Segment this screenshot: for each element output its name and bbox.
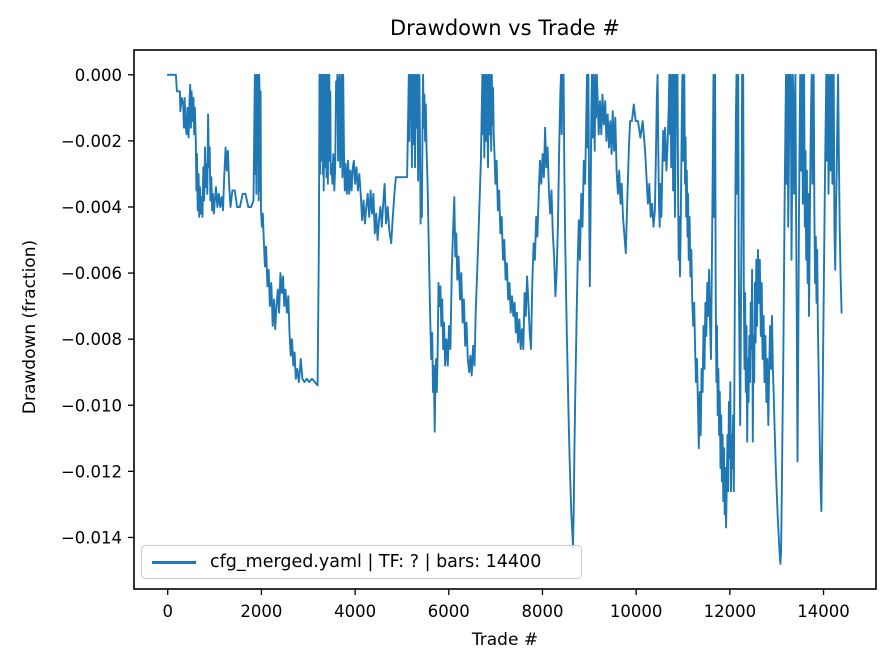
y-tick-label: −0.012 bbox=[61, 462, 122, 481]
y-tick-label: 0.000 bbox=[75, 66, 122, 85]
y-tick-label: −0.002 bbox=[61, 132, 122, 151]
x-tick-label: 6000 bbox=[428, 602, 470, 621]
legend-label: cfg_merged.yaml | TF: ? | bars: 14400 bbox=[210, 552, 542, 572]
y-tick-label: −0.008 bbox=[61, 330, 122, 349]
chart-title: Drawdown vs Trade # bbox=[390, 16, 620, 40]
legend-line-sample bbox=[152, 560, 196, 564]
x-tick-label: 2000 bbox=[240, 602, 282, 621]
x-tick-label: 14000 bbox=[797, 602, 850, 621]
x-axis-label: Trade # bbox=[471, 630, 539, 650]
y-tick-label: −0.004 bbox=[61, 198, 122, 217]
y-tick-label: −0.014 bbox=[61, 528, 122, 547]
drawdown-line bbox=[166, 73, 843, 565]
y-axis-label: Drawdown (fraction) bbox=[20, 239, 40, 415]
x-tick-label: 4000 bbox=[334, 602, 376, 621]
x-tick-label: 12000 bbox=[704, 602, 757, 621]
legend: cfg_merged.yaml | TF: ? | bars: 14400 bbox=[141, 545, 582, 579]
x-tick-label: 10000 bbox=[610, 602, 663, 621]
x-tick-label: 0 bbox=[162, 602, 173, 621]
y-tick-label: −0.010 bbox=[61, 396, 122, 415]
axes-frame bbox=[133, 49, 877, 590]
x-tick-label: 8000 bbox=[521, 602, 563, 621]
y-tick-label: −0.006 bbox=[61, 264, 122, 283]
